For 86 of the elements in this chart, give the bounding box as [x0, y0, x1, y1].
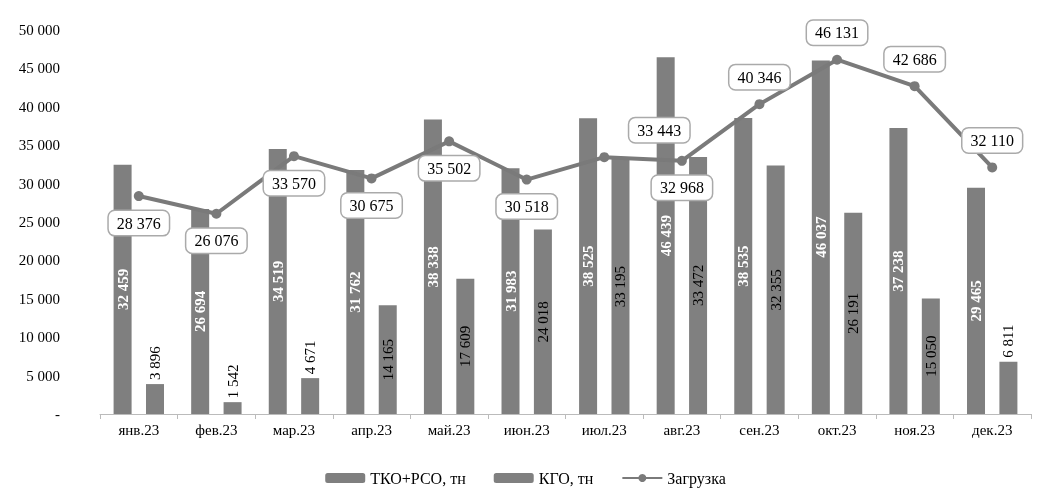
data-label: 1 542 [224, 364, 241, 399]
legend-label: КГО, тн [538, 469, 594, 487]
data-label: 28 376 [116, 214, 161, 232]
legend-label: Загрузка [667, 469, 726, 488]
data-label: 38 525 [580, 245, 597, 287]
data-label: 38 338 [424, 246, 441, 288]
data-label: 17 609 [457, 325, 474, 368]
point [288, 151, 299, 162]
point [599, 152, 610, 163]
data-label: 40 346 [737, 68, 782, 86]
data-label: 32 968 [659, 179, 704, 197]
bar [223, 402, 242, 414]
y-tick-label: 45 000 [18, 60, 60, 77]
bar [889, 128, 908, 414]
data-label: 38 535 [735, 245, 752, 287]
bar [999, 361, 1018, 414]
data-label: 26 694 [192, 290, 209, 333]
data-label: 37 238 [890, 250, 907, 292]
point [211, 208, 222, 219]
data-label: 35 502 [427, 159, 472, 177]
data-label: 31 762 [347, 271, 364, 313]
bar [967, 187, 986, 414]
y-tick-label: 20 000 [18, 252, 60, 269]
y-tick-label: 25 000 [18, 214, 60, 230]
bar [766, 165, 785, 414]
x-tick-label: фев.23 [195, 421, 238, 438]
data-label: 42 686 [892, 50, 937, 68]
bar [533, 229, 552, 414]
x-tick-label: авг.23 [663, 421, 701, 438]
x-tick-label: дек.23 [972, 421, 1013, 438]
data-label: 32 459 [114, 268, 131, 310]
data-label: 3 896 [146, 345, 163, 381]
data-label: 46 439 [657, 215, 674, 257]
data-label: 33 443 [637, 121, 682, 139]
data-label: 34 519 [269, 260, 286, 303]
bar [844, 212, 863, 414]
data-label: 46 037 [812, 216, 829, 258]
data-label: 30 518 [504, 198, 549, 216]
point [444, 136, 455, 147]
data-label: 6 811 [1000, 324, 1017, 358]
data-label: 32 110 [970, 131, 1014, 149]
point [676, 155, 687, 166]
y-tick-label: 15 000 [18, 290, 60, 307]
data-label: 4 671 [302, 340, 319, 375]
bar [145, 384, 164, 414]
bar [301, 378, 320, 414]
point [521, 174, 532, 185]
data-label: 14 165 [379, 338, 396, 381]
data-label: 26 076 [194, 232, 239, 250]
point [987, 162, 998, 173]
x-tick-label: окт.23 [817, 421, 857, 438]
point [909, 81, 920, 92]
data-label: 26 191 [845, 292, 862, 335]
data-label: 32 355 [767, 269, 784, 311]
x-tick-label: апр.23 [351, 421, 392, 438]
data-label: 15 050 [922, 335, 939, 377]
point [754, 99, 765, 110]
data-label: 33 472 [690, 264, 707, 307]
legend-label: ТКО+РСО, тн [370, 469, 467, 487]
bar [921, 298, 940, 414]
point [133, 191, 144, 202]
x-tick-label: май.23 [427, 421, 471, 438]
y-tick-label: 40 000 [18, 98, 60, 115]
x-tick-label: июн.23 [503, 421, 550, 438]
data-label: 24 018 [534, 301, 551, 343]
data-label: 33 570 [271, 174, 316, 192]
x-tick-label: сен.23 [739, 421, 780, 438]
y-tick-label: 35 000 [18, 137, 60, 154]
y-tick-label: 5 000 [26, 367, 60, 384]
x-tick-label: ноя.23 [894, 421, 936, 438]
data-label: 29 465 [968, 280, 985, 322]
data-label: 31 983 [502, 270, 519, 312]
data-label: 33 195 [612, 265, 629, 308]
y-tick-label: 30 000 [18, 175, 60, 192]
y-tick-label: 50 000 [18, 22, 60, 38]
x-tick-label: июл.23 [581, 421, 627, 438]
data-label: 46 131 [815, 24, 860, 42]
x-tick-label: янв.23 [118, 421, 160, 438]
y-tick-label: 10 000 [18, 329, 60, 346]
point [366, 173, 377, 184]
y-tick-label: - [55, 406, 60, 422]
bar [378, 305, 397, 414]
bar [456, 278, 475, 414]
x-tick-label: мар.23 [272, 421, 316, 438]
data-label: 30 675 [349, 196, 394, 214]
point [832, 54, 843, 65]
